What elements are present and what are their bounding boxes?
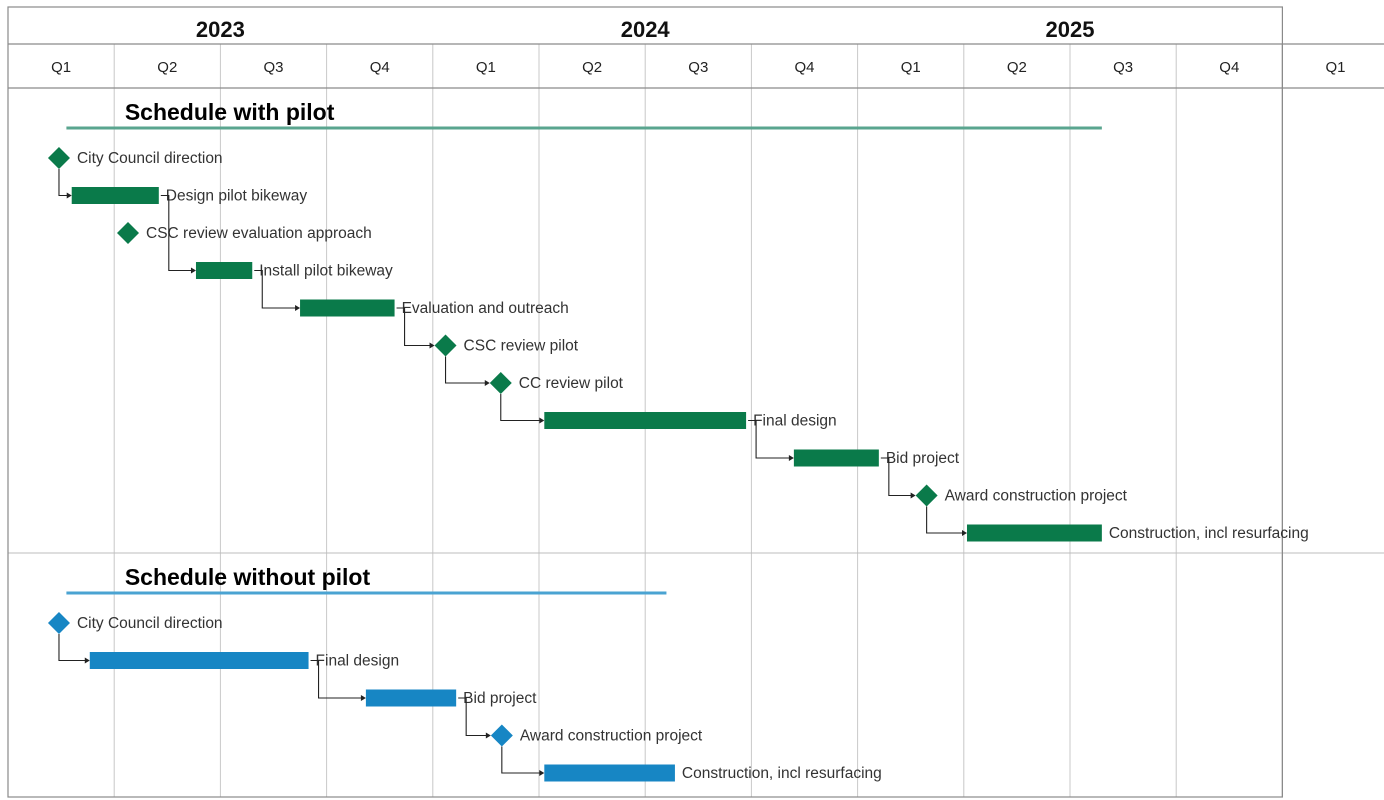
dependency-connector <box>58 169 68 197</box>
dependency-connector <box>926 506 963 534</box>
task-label: Bid project <box>886 450 960 467</box>
task-label: Award construction project <box>945 488 1128 505</box>
year-label: 2025 <box>1046 17 1095 42</box>
quarter-label: Q2 <box>157 59 177 76</box>
year-label: 2023 <box>196 17 245 42</box>
dependency-arrowhead <box>539 417 545 424</box>
dependency-arrowhead <box>485 732 491 739</box>
milestone-diamond <box>47 147 70 169</box>
dependency-arrowhead <box>539 770 545 776</box>
milestone-diamond <box>489 372 512 394</box>
task-bar <box>300 299 395 317</box>
milestone-diamond <box>915 484 938 507</box>
quarter-label: Q4 <box>1219 59 1239 76</box>
schedule-body: Schedule with pilot City Council directio… <box>47 99 1309 782</box>
task-label: City Council direction <box>77 615 223 632</box>
task-label: CSC review pilot <box>464 338 579 355</box>
dependency-arrowhead <box>66 192 72 199</box>
task-bar <box>365 689 457 707</box>
quarter-label: Q4 <box>370 59 390 76</box>
section-title: Schedule without pilot <box>125 564 371 590</box>
dependency-arrowhead <box>484 380 490 386</box>
dependency-connector <box>500 394 541 422</box>
dependency-arrowhead <box>788 455 794 461</box>
task-label: Final design <box>316 653 400 670</box>
dependency-arrowhead <box>295 305 301 311</box>
timeline-header: 2023 2024 2025 Q1 Q2 Q3 Q4 Q1 Q2 Q3 Q4 Q1 Q2 Q3 Q4 Q1 <box>7 6 1384 798</box>
quarter-label: Q3 <box>263 59 283 76</box>
task-bar <box>195 262 253 279</box>
quarter-label: Q4 <box>794 59 814 76</box>
task-label: Evaluation and outreach <box>402 300 569 317</box>
task-label: CC review pilot <box>519 375 624 392</box>
quarter-label: Q1 <box>1325 59 1345 76</box>
task-bar <box>966 524 1102 542</box>
task-label: Construction, incl resurfacing <box>682 765 882 782</box>
task-label: Construction, incl resurfacing <box>1109 525 1309 542</box>
grid <box>8 44 1384 797</box>
dependency-connector <box>254 269 297 309</box>
section-title: Schedule with pilot <box>125 99 335 125</box>
quarter-label: Q1 <box>51 59 71 76</box>
dependency-connector <box>58 634 86 662</box>
quarter-label: Q1 <box>901 59 921 76</box>
chart-outline <box>7 6 1284 798</box>
dependency-arrowhead <box>910 492 916 499</box>
task-bar <box>71 187 159 204</box>
dependency-connector <box>444 356 486 384</box>
dependency-arrowhead <box>84 657 90 664</box>
task-label: Award construction project <box>520 728 703 745</box>
task-bar <box>544 764 675 782</box>
task-label: Bid project <box>463 690 537 707</box>
milestone-diamond <box>47 612 70 634</box>
dependency-connector <box>160 194 192 272</box>
quarter-label: Q2 <box>1007 59 1027 76</box>
dependency-connector <box>458 697 487 737</box>
task-label: Design pilot bikeway <box>166 188 308 205</box>
task-label: Final design <box>753 413 837 430</box>
milestone-diamond <box>490 724 513 747</box>
dependency-connector <box>501 746 541 774</box>
task-label: CSC review evaluation approach <box>146 225 372 242</box>
dependency-arrowhead <box>360 695 366 701</box>
dependency-arrowhead <box>190 267 196 274</box>
task-bar <box>793 449 879 467</box>
milestone-diamond <box>434 334 457 357</box>
task-bar <box>544 412 747 429</box>
quarter-label: Q3 <box>1113 59 1133 76</box>
task-label: City Council direction <box>77 150 223 167</box>
dependency-connector <box>310 659 362 699</box>
task-bar <box>89 652 309 669</box>
dependency-connector <box>748 419 790 459</box>
quarter-label: Q3 <box>688 59 708 76</box>
dependency-connector <box>880 457 912 497</box>
dependency-arrowhead <box>961 530 967 536</box>
dependency-arrowhead <box>429 342 435 349</box>
milestone-diamond <box>117 222 140 244</box>
year-label: 2024 <box>621 17 671 42</box>
task-label: Install pilot bikeway <box>259 263 393 280</box>
quarter-label: Q2 <box>582 59 602 76</box>
dependency-connector <box>396 307 431 347</box>
quarter-label: Q1 <box>476 59 496 76</box>
